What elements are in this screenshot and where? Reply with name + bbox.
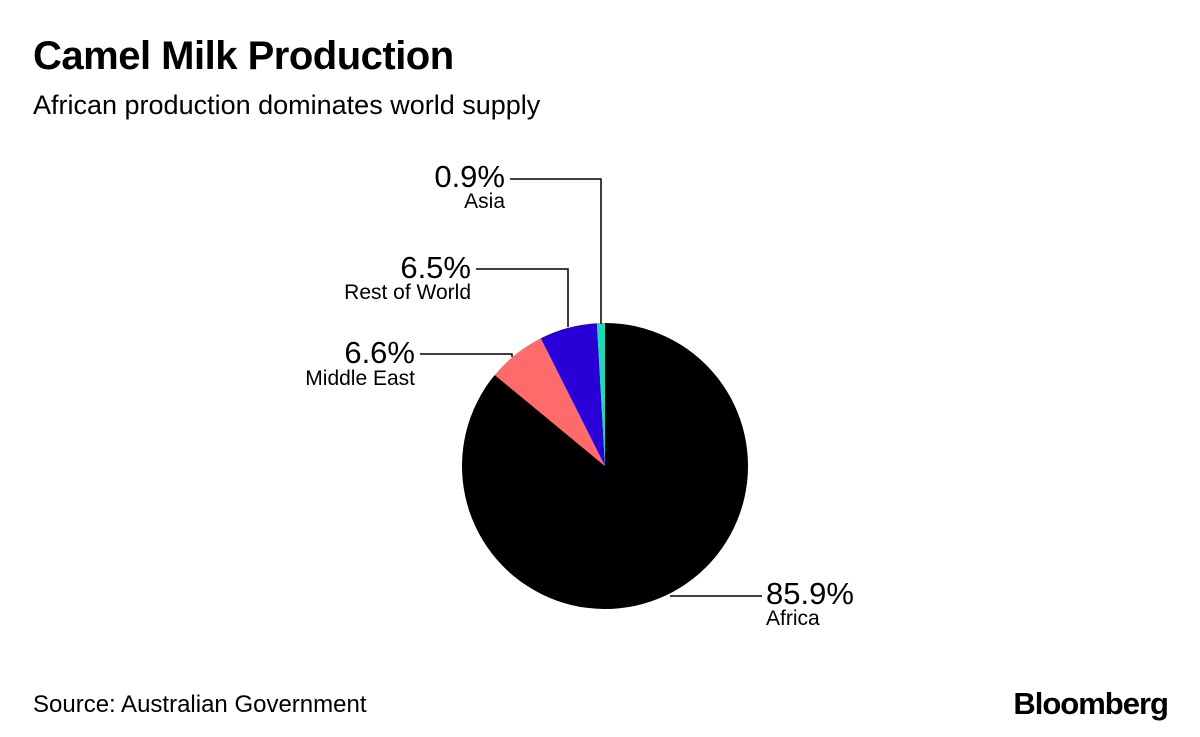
leader-line-rest-of-world xyxy=(476,268,569,327)
bloomberg-logo: Bloomberg xyxy=(1013,686,1169,721)
pie-slice-asia xyxy=(596,323,605,466)
slice-value-label-middle-east: 6.6% xyxy=(344,335,415,370)
slice-name-label-middle-east: Middle East xyxy=(305,367,415,390)
slice-value-label-asia: 0.9% xyxy=(434,159,505,194)
leader-line-middle-east xyxy=(420,353,513,357)
label-leader-lines xyxy=(420,178,762,597)
pie-slice-middle-east xyxy=(494,338,605,466)
pie-slice-rest-of-world xyxy=(540,323,605,466)
slice-value-label-africa: 85.9% xyxy=(766,576,854,611)
pie-slice-africa xyxy=(462,323,749,609)
chart-title: Camel Milk Production xyxy=(33,34,454,78)
slice-name-label-asia: Asia xyxy=(464,190,505,213)
chart-subtitle: African production dominates world suppl… xyxy=(33,90,541,120)
slice-value-label-rest-of-world: 6.5% xyxy=(400,250,471,285)
source-note: Source: Australian Government xyxy=(33,691,367,718)
pie-slices xyxy=(462,323,749,609)
slice-name-label-rest-of-world: Rest of World xyxy=(344,281,471,304)
slice-name-label-africa: Africa xyxy=(766,607,820,630)
leader-line-asia xyxy=(510,178,602,324)
